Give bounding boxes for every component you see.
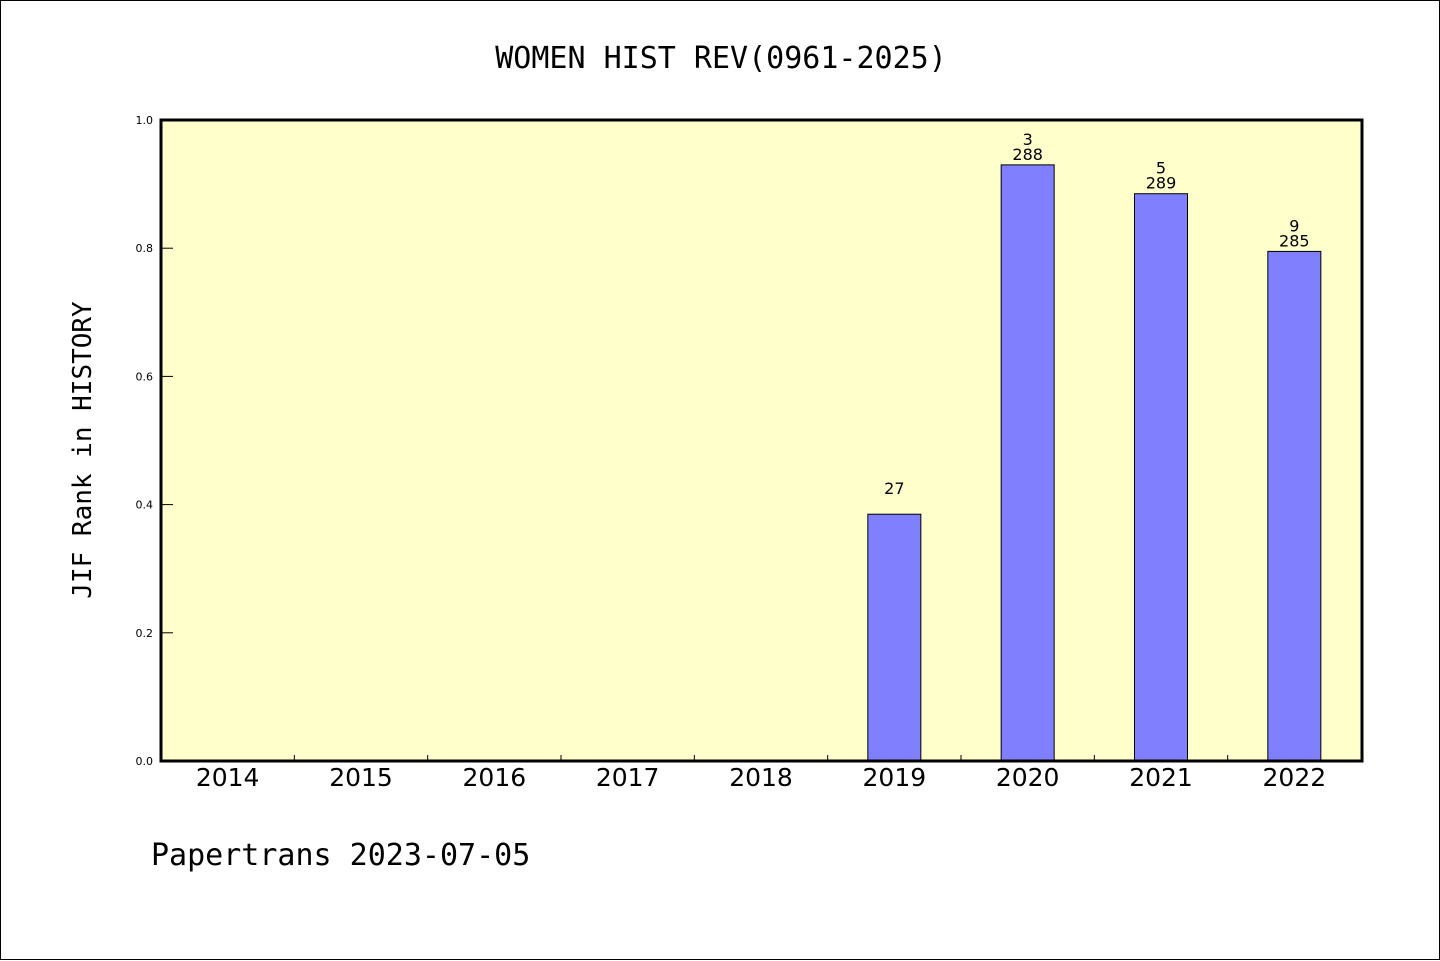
bar <box>1000 164 1055 762</box>
data-label-total: 289 <box>1146 174 1177 193</box>
data-label-total: 288 <box>1012 145 1043 164</box>
x-tick-label: 2014 <box>196 763 260 792</box>
bar <box>1267 250 1322 762</box>
y-tick-label: 0.4 <box>136 499 154 512</box>
data-label-rank: 27 <box>884 479 904 498</box>
data-label-rank: 9 <box>1289 216 1299 235</box>
y-axis: 0.0 0.2 0.4 0.6 0.8 1.0 <box>136 114 173 768</box>
y-tick-label: 0.0 <box>136 755 154 768</box>
y-tick-label: 0.6 <box>136 370 154 383</box>
y-axis-label: JIF Rank in HISTORY <box>68 301 98 599</box>
data-label-total: 285 <box>1279 231 1310 250</box>
x-tick-label: 2021 <box>1129 763 1193 792</box>
bar <box>867 513 922 762</box>
footer-date-stamp: Papertrans 2023-07-05 <box>151 838 530 873</box>
bars-layer <box>867 164 1322 762</box>
x-tick-label: 2017 <box>596 763 660 792</box>
x-tick-label: 2018 <box>729 763 793 792</box>
y-tick-label: 0.8 <box>136 242 154 255</box>
data-label-rank: 5 <box>1156 159 1166 178</box>
x-axis: 2014 2015 2016 2017 2018 2019 2020 2021 2022 <box>196 755 1326 792</box>
bar <box>1134 193 1188 762</box>
y-tick-label: 1.0 <box>136 114 154 127</box>
y-tick-label: 0.2 <box>136 627 154 640</box>
x-tick-label: 2016 <box>463 763 527 792</box>
x-tick-label: 2019 <box>863 763 927 792</box>
chart-title: WOMEN HIST REV(0961-2025) <box>495 41 947 76</box>
x-tick-label: 2022 <box>1263 763 1327 792</box>
x-tick-label: 2020 <box>996 763 1060 792</box>
plot-border <box>159 118 1364 763</box>
x-tick-label: 2015 <box>329 763 393 792</box>
data-label-rank: 3 <box>1023 130 1033 149</box>
